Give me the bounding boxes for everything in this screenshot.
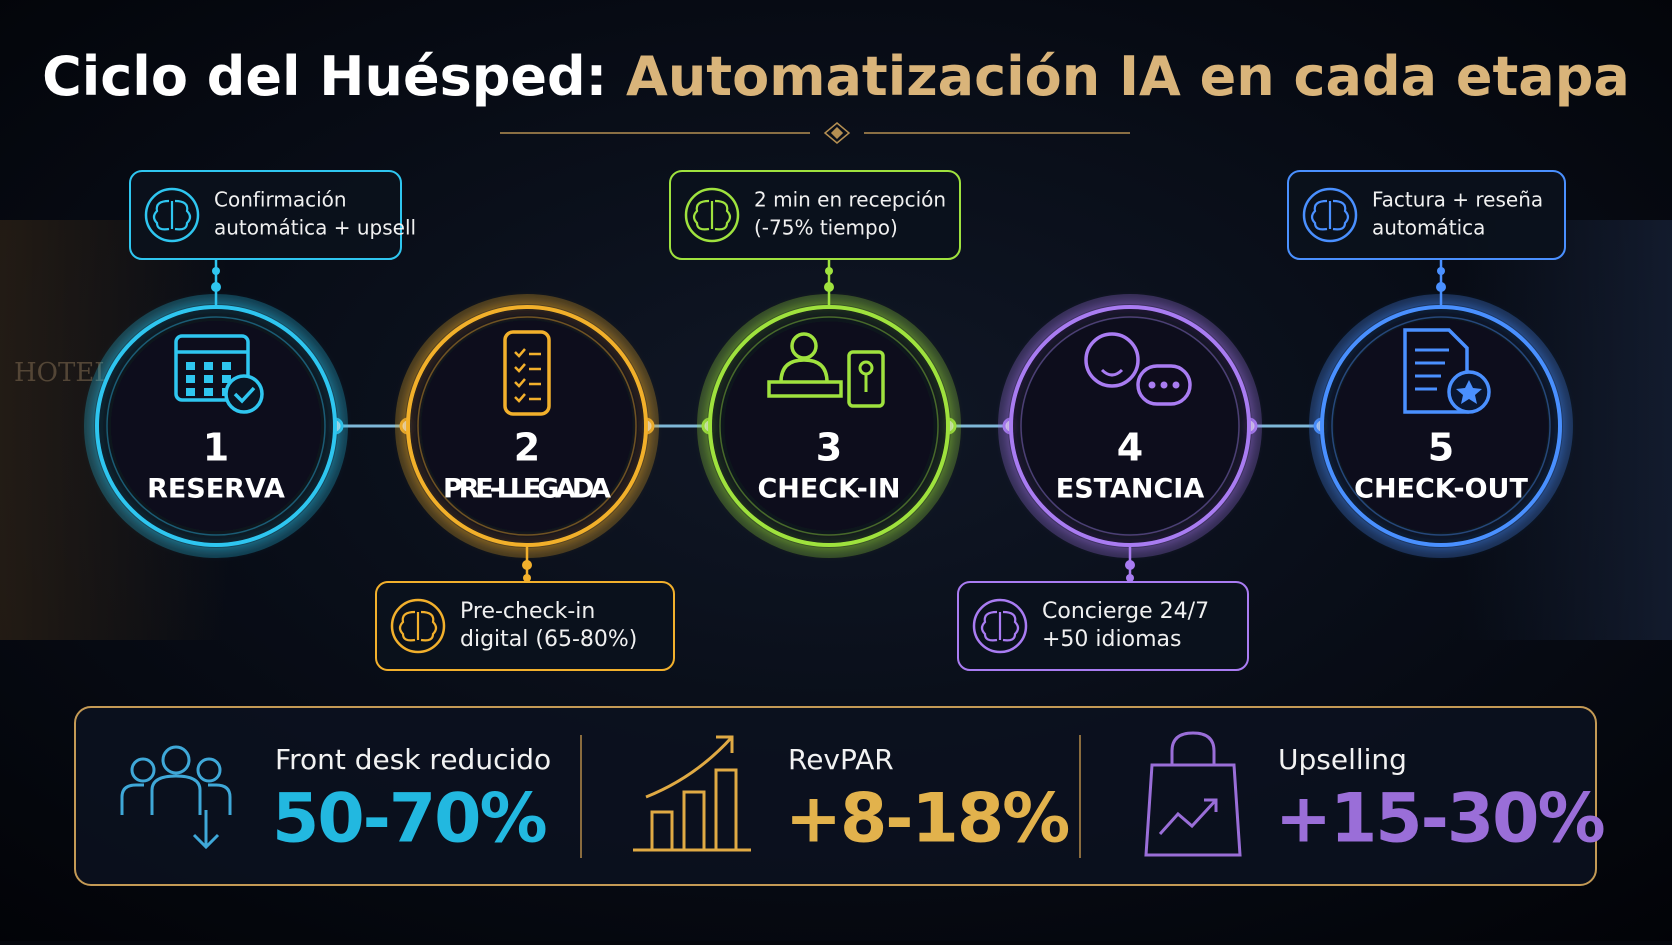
icon-part — [186, 375, 195, 383]
ai-icon — [152, 199, 192, 231]
note-box — [375, 581, 675, 671]
note-connector-dot — [1126, 574, 1134, 582]
stage-inner-ring — [719, 316, 939, 536]
icon-part — [790, 332, 818, 360]
note-box — [669, 170, 961, 260]
metric-value: +8-18% — [785, 780, 1068, 859]
icon-part — [204, 388, 213, 396]
icon-part — [503, 330, 551, 416]
icon-part — [1084, 332, 1140, 388]
stage: 2 PRE-LLEGADA Pre-check-in digital (65-80%) — [375, 294, 675, 671]
title-ornament — [500, 122, 1130, 144]
stage-label: CHECK-IN — [757, 474, 900, 505]
icon-part — [514, 378, 526, 388]
ai-icon — [980, 610, 1020, 642]
metrics: Front desk reducido 50-70% RevPAR +8-18% Ups… — [272, 743, 1606, 859]
stage-inner-ring — [1020, 316, 1240, 536]
stage-number: 4 — [1117, 426, 1143, 470]
ai-icon — [684, 187, 740, 243]
icon-part — [1456, 380, 1482, 404]
stage: 3 CHECK-IN 2 min en recepción (-75% tiempo) — [669, 170, 961, 558]
note-text: (-75% tiempo) — [754, 216, 898, 240]
note-text: 2 min en recepción — [754, 188, 946, 212]
icon-part — [222, 375, 231, 383]
note-box — [957, 581, 1249, 671]
stage-label: ESTANCIA — [1056, 474, 1205, 505]
note-connector-dot — [523, 574, 531, 582]
note-text: Concierge 24/7 — [1042, 599, 1209, 624]
chart-icon — [633, 735, 751, 852]
icon-part — [204, 362, 213, 370]
icon-part — [186, 388, 195, 396]
icon-part — [224, 374, 264, 414]
icon-part — [186, 362, 195, 370]
stage-inner-ring — [1331, 316, 1551, 536]
stage-label: RESERVA — [147, 474, 285, 505]
stage: 4 ESTANCIA Concierge 24/7 +50 idiomas — [957, 294, 1262, 671]
note-text: Confirmación — [214, 188, 347, 212]
note-text: +50 idiomas — [1042, 627, 1181, 652]
hotel-sign: HOTEL — [14, 358, 112, 388]
icon-part — [1160, 381, 1168, 389]
note-connector-dot — [212, 267, 220, 275]
note-box — [129, 170, 402, 260]
ai-icon — [692, 199, 732, 231]
stage: 1 RESERVA Confirmación automática + upsell — [84, 170, 416, 558]
stage-number: 3 — [816, 426, 842, 470]
stage-flow: 1 RESERVA Confirmación automática + upsell 2… — [84, 170, 1573, 671]
ai-icon — [972, 598, 1028, 654]
stage-inner-ring — [106, 316, 326, 536]
ai-icon — [1302, 187, 1358, 243]
icon-part — [1148, 381, 1156, 389]
title-accent: Automatización IA en cada etapa — [626, 45, 1630, 108]
stage-inner-ring — [417, 316, 637, 536]
title: Ciclo del Huésped: Automatización IA en … — [42, 45, 1630, 108]
note-connector-dot — [1437, 267, 1445, 275]
icon-part — [514, 348, 526, 358]
metrics-panel — [74, 706, 1597, 886]
title-lead: Ciclo del Huésped: — [42, 45, 607, 108]
icon-part — [779, 358, 829, 383]
metric-label: RevPAR — [788, 743, 894, 776]
stage-number: 1 — [203, 426, 229, 470]
note-connector-dot — [825, 267, 833, 275]
stage-label: CHECK-OUT — [1354, 474, 1528, 505]
note-text: Pre-check-in — [460, 599, 595, 624]
note-text: automática — [1372, 216, 1485, 240]
ai-icon — [390, 598, 446, 654]
note-text: digital (65-80%) — [460, 627, 637, 652]
stage-label: PRE-LLEGADA — [443, 474, 611, 505]
icon-part — [847, 350, 885, 408]
metric-value: 50-70% — [272, 780, 546, 859]
note-connector-dot — [1125, 560, 1135, 570]
metric-value: +15-30% — [1275, 780, 1604, 859]
note-connector-dot — [1436, 282, 1446, 292]
ai-icon — [144, 187, 200, 243]
icon-part — [204, 375, 213, 383]
icon-part — [514, 393, 526, 403]
icon-part — [174, 334, 250, 402]
icon-part — [1172, 381, 1180, 389]
icon-part — [222, 362, 231, 370]
people-icon — [120, 745, 232, 850]
ai-icon — [398, 610, 438, 642]
note-connector-dot — [824, 282, 834, 292]
note-connector-dot — [522, 560, 532, 570]
icon-part — [233, 386, 256, 404]
stage-number: 2 — [514, 426, 540, 470]
stage: 5 CHECK-OUT Factura + reseña automática — [1287, 170, 1573, 558]
icon-part — [1100, 368, 1124, 377]
note-text: automática + upsell — [214, 216, 416, 240]
bag-icon — [1144, 731, 1242, 857]
metric-label: Front desk reducido — [275, 743, 551, 776]
note-text: Factura + reseña — [1372, 188, 1543, 212]
note-box — [1287, 170, 1566, 260]
stage-number: 5 — [1428, 426, 1454, 470]
icon-part — [514, 363, 526, 373]
ai-icon — [1310, 199, 1350, 231]
note-connector-dot — [211, 282, 221, 292]
metric-label: Upselling — [1278, 743, 1407, 776]
icon-part — [767, 380, 843, 398]
